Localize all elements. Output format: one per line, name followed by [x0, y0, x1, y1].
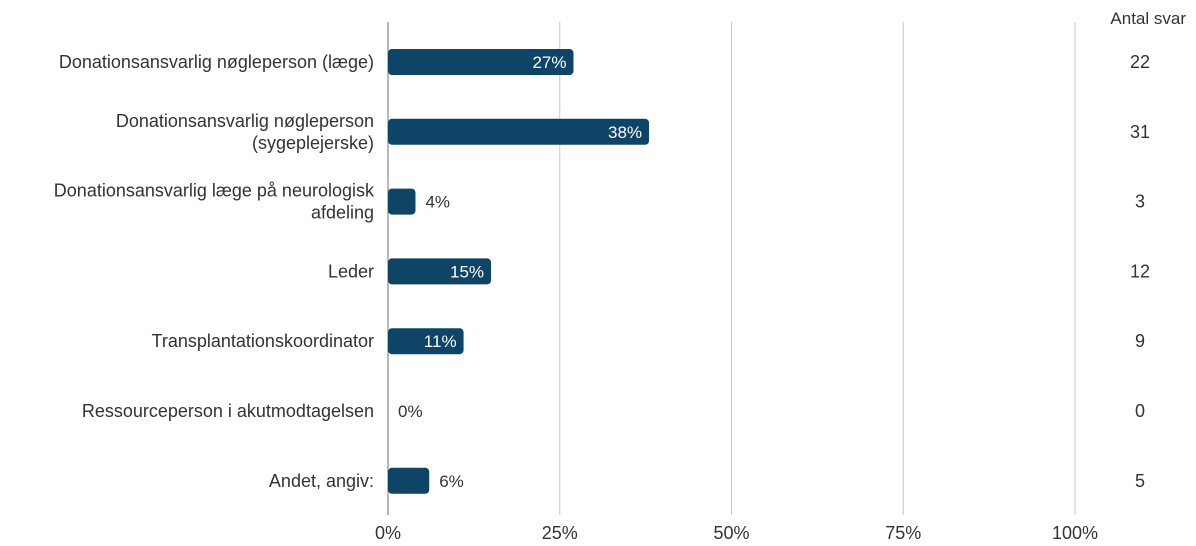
value-label: 0%	[398, 402, 423, 421]
x-tick-label: 75%	[885, 523, 921, 543]
bar	[388, 188, 416, 215]
x-tick-label: 100%	[1052, 523, 1098, 543]
category-label: Ressourceperson i akutmodtagelsen	[82, 401, 374, 421]
value-label: 4%	[425, 193, 450, 212]
x-tick-label: 0%	[375, 523, 401, 543]
category-label: Donationsansvarlig nøgleperson (læge)	[59, 52, 374, 72]
count-value: 12	[1130, 261, 1150, 281]
bar	[388, 258, 492, 285]
value-label: 11%	[424, 332, 457, 351]
category-label: afdeling	[311, 203, 374, 223]
count-value: 22	[1130, 52, 1150, 72]
category-label: (sygeplejerske)	[252, 133, 374, 153]
count-value: 0	[1135, 401, 1145, 421]
count-value: 3	[1135, 192, 1145, 212]
count-header: Antal svar	[1110, 9, 1186, 28]
bar	[388, 328, 464, 355]
count-value: 5	[1135, 471, 1145, 491]
value-label: 38%	[608, 123, 642, 142]
count-value: 31	[1130, 122, 1150, 142]
category-label: Transplantationskoordinator	[152, 331, 374, 351]
x-tick-label: 50%	[713, 523, 749, 543]
x-tick-label: 25%	[542, 523, 578, 543]
category-label: Andet, angiv:	[269, 471, 374, 491]
count-value: 9	[1135, 331, 1145, 351]
bar	[388, 467, 430, 494]
value-label: 6%	[439, 472, 464, 491]
value-label: 15%	[450, 262, 484, 281]
bar	[388, 118, 650, 145]
category-label: Donationsansvarlig læge på neurologisk	[54, 181, 375, 201]
value-label: 27%	[532, 53, 566, 72]
bar	[388, 49, 574, 75]
category-label: Donationsansvarlig nøgleperson	[116, 111, 374, 131]
category-label: Leder	[328, 261, 374, 281]
